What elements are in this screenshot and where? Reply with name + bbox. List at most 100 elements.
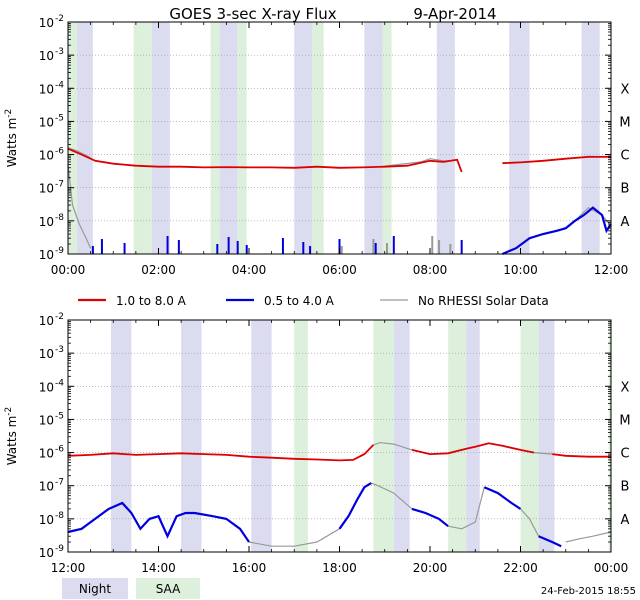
key-swatch xyxy=(136,578,200,599)
footer-timestamp: 24-Feb-2015 18:55 xyxy=(541,586,636,597)
y-axis-label-text: Watts m xyxy=(5,416,19,466)
series-line xyxy=(67,164,92,249)
night-band xyxy=(364,22,383,254)
x-tick-label: 02:00 xyxy=(141,263,176,277)
y-tick-exponent: -6 xyxy=(55,445,64,455)
saa-band xyxy=(608,320,611,552)
saa-band xyxy=(133,22,152,254)
y-axis-label: Watts m-2 xyxy=(4,109,19,168)
night-band xyxy=(294,22,313,254)
saa-band xyxy=(448,320,467,552)
y-tick-label: 10 xyxy=(39,82,54,96)
series-line xyxy=(538,535,562,548)
series-line xyxy=(502,156,611,165)
saa-band xyxy=(68,22,78,254)
y-tick-exponent: -9 xyxy=(55,246,64,256)
y-tick-label: 10 xyxy=(39,49,54,63)
y-tick-exponent: -8 xyxy=(55,213,64,223)
flare-class-label: C xyxy=(620,149,629,164)
y-tick-exponent: -2 xyxy=(55,312,64,322)
y-tick-label: 10 xyxy=(39,182,54,196)
top-panel: 10-210-310-410-510-610-710-810 -900:00 02:… xyxy=(4,14,631,277)
night-band xyxy=(509,22,530,254)
chart-title: GOES 3-sec X-ray Flux xyxy=(169,5,336,23)
y-tick-exponent: -8 xyxy=(55,511,64,521)
flare-class-label: B xyxy=(621,480,630,495)
flare-class-label: M xyxy=(619,413,630,428)
x-tick-label: 14:00 xyxy=(141,561,176,575)
x-tick-label: 10:00 xyxy=(503,263,538,277)
series-line xyxy=(67,147,91,159)
y-tick-label: 10 xyxy=(39,248,54,262)
y-axis-label-text: Watts m xyxy=(5,118,19,168)
x-tick-label: 08:00 xyxy=(413,263,448,277)
y-tick-exponent: -2 xyxy=(55,14,64,24)
series-line xyxy=(565,531,612,543)
series-line xyxy=(370,482,413,510)
key-label: Night xyxy=(79,582,112,596)
y-tick-label: 10 xyxy=(39,149,54,163)
series-line xyxy=(483,486,522,510)
x-tick-label: 04:00 xyxy=(232,263,267,277)
y-tick-exponent: -3 xyxy=(55,345,64,355)
y-tick-label: 10 xyxy=(39,314,54,328)
flare-class-label: A xyxy=(621,513,630,528)
series-line xyxy=(552,453,611,458)
series-line xyxy=(447,487,485,530)
chart-date: 9-Apr-2014 xyxy=(413,5,496,23)
y-tick-exponent: -3 xyxy=(55,47,64,57)
x-tick-label: 00:00 xyxy=(51,263,86,277)
y-axis-label: Watts m-2 xyxy=(4,407,19,466)
x-tick-label: 00:00 xyxy=(594,561,629,575)
y-tick-label: 10 xyxy=(39,347,54,361)
series-line xyxy=(534,452,553,455)
night-band xyxy=(219,22,238,254)
y-tick-label: 10 xyxy=(39,16,54,30)
y-tick-label: 10 xyxy=(39,215,54,229)
series-line xyxy=(248,528,340,547)
y-tick-label: 10 xyxy=(39,380,54,394)
y-tick-exponent: -7 xyxy=(55,478,64,488)
y-tick-label: 10 xyxy=(39,447,54,461)
series-line xyxy=(411,507,449,528)
bottom-panel: 10-210-310-410-510-610-710-810 -912:00 14:… xyxy=(4,312,631,575)
y-tick-label: 10 xyxy=(39,546,54,560)
y-tick-label: 10 xyxy=(39,413,54,427)
night-band xyxy=(393,320,410,552)
series-line xyxy=(373,441,413,451)
legend-label: No RHESSI Solar Data xyxy=(418,294,549,308)
saa-band xyxy=(520,320,539,552)
saa-band xyxy=(210,22,220,254)
x-tick-label: 18:00 xyxy=(322,561,357,575)
x-tick-label: 16:00 xyxy=(232,561,267,575)
night-band xyxy=(581,22,600,254)
y-tick-exponent: -4 xyxy=(55,378,64,388)
x-tick-label: 12:00 xyxy=(594,263,629,277)
series-line xyxy=(338,482,372,530)
legend-label: 0.5 to 4.0 A xyxy=(264,294,335,308)
y-axis-label-exponent: -2 xyxy=(4,109,14,118)
series-line xyxy=(67,444,375,462)
series-line xyxy=(411,442,535,456)
flare-class-label: A xyxy=(621,215,630,230)
night-band xyxy=(466,320,480,552)
night-band xyxy=(181,320,202,552)
series-line xyxy=(67,147,463,173)
y-tick-label: 10 xyxy=(39,480,54,494)
y-tick-exponent: -7 xyxy=(55,180,64,190)
key-swatch xyxy=(62,578,128,599)
legend-label: 1.0 to 8.0 A xyxy=(116,294,187,308)
y-tick-exponent: -5 xyxy=(55,411,64,421)
y-tick-label: 10 xyxy=(39,115,54,129)
flare-class-label: M xyxy=(619,115,630,130)
saa-band xyxy=(237,22,247,254)
y-tick-exponent: -6 xyxy=(55,147,64,157)
saa-band xyxy=(312,22,324,254)
night-band xyxy=(77,22,93,254)
x-tick-label: 22:00 xyxy=(503,561,538,575)
x-tick-label: 20:00 xyxy=(413,561,448,575)
saa-band xyxy=(373,320,394,552)
x-tick-label: 12:00 xyxy=(51,561,86,575)
flare-class-label: B xyxy=(621,182,630,197)
y-tick-exponent: -9 xyxy=(55,544,64,554)
